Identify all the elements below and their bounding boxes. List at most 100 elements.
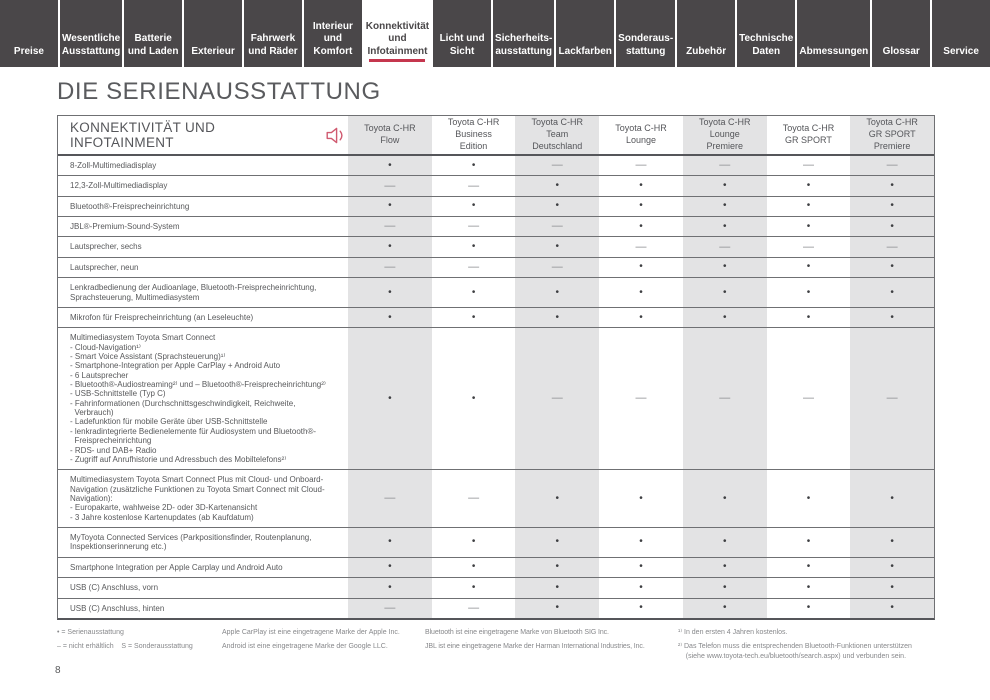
table-body: 8-Zoll-Multimediadisplay • • — — — — —12,3-Zoll… bbox=[58, 156, 935, 618]
table-row: Lautsprecher, sechs • • • — — — — bbox=[58, 236, 935, 257]
available-mark: • bbox=[471, 200, 476, 212]
tab-abmessungen[interactable]: Abmessungen bbox=[797, 0, 871, 67]
column-header-toyota-c-hr-lounge: Toyota C-HR Lounge bbox=[615, 123, 667, 145]
available-mark: • bbox=[555, 241, 560, 253]
available-mark: • bbox=[471, 311, 476, 323]
table-row: JBL®-Premium-Sound-System — — — • • • • bbox=[58, 216, 935, 237]
value-cell: — bbox=[767, 156, 851, 175]
available-mark: • bbox=[555, 602, 560, 614]
available-mark: • bbox=[722, 492, 727, 504]
available-mark: • bbox=[639, 286, 643, 298]
value-cell: • bbox=[348, 196, 432, 217]
not-available-mark: — bbox=[635, 159, 647, 172]
feature-label: Bluetooth®-Freisprecheinrichtung bbox=[70, 201, 190, 211]
value-cell: • bbox=[682, 176, 767, 196]
not-available-mark: — bbox=[384, 179, 396, 192]
available-mark: • bbox=[806, 311, 811, 323]
tab-label: Interieur und Komfort bbox=[312, 20, 353, 57]
value-cell: — bbox=[682, 237, 767, 257]
available-mark: • bbox=[722, 561, 727, 573]
feature-label: Multimediasystem Toyota Smart Connect - … bbox=[70, 333, 326, 464]
speaker-icon bbox=[325, 127, 348, 144]
available-mark: • bbox=[639, 581, 643, 593]
available-mark: • bbox=[639, 180, 643, 192]
available-mark: • bbox=[722, 536, 727, 548]
value-cell: • bbox=[348, 578, 432, 598]
value-cell: • bbox=[348, 237, 432, 257]
section-title: KONNEKTIVITÄT UND INFOTAINMENT bbox=[70, 120, 216, 150]
tab-preise[interactable]: Preise bbox=[0, 0, 58, 67]
tab-batterie-und-laden[interactable]: Batterie und Laden bbox=[124, 0, 183, 67]
value-cell: • bbox=[432, 328, 516, 469]
value-cell: — bbox=[432, 176, 516, 195]
value-cell: • bbox=[599, 470, 683, 527]
value-cell: • bbox=[599, 578, 683, 597]
column-header-toyota-c-hr-business-edition: Toyota C-HR Business Edition bbox=[447, 117, 500, 151]
table-row: Multimediasystem Toyota Smart Connect Pl… bbox=[58, 469, 935, 528]
not-available-mark: — bbox=[551, 159, 563, 172]
value-cell: • bbox=[599, 197, 683, 216]
available-mark: • bbox=[890, 220, 894, 232]
feature-label: 12,3-Zoll-Multimediadisplay bbox=[70, 181, 168, 191]
footnote-line: – = nicht erhältlich S = Sonderausstattu… bbox=[57, 643, 193, 651]
tab-licht-und-sicht[interactable]: Licht und Sicht bbox=[433, 0, 492, 67]
tab-konnektivität-und-infotainment[interactable]: Konnektivität und Infotainment bbox=[363, 0, 432, 67]
available-mark: • bbox=[639, 536, 643, 548]
tab-glossar[interactable]: Glossar bbox=[872, 0, 931, 67]
available-mark: • bbox=[555, 561, 560, 573]
footnote-line: Apple CarPlay ist eine eingetragene Mark… bbox=[222, 629, 400, 636]
equipment-table: KONNEKTIVITÄT UND INFOTAINMENT Toyota C-… bbox=[57, 115, 935, 620]
value-cell: • bbox=[767, 278, 851, 307]
tab-fahrwerk-und-räder[interactable]: Fahrwerk und Räder bbox=[244, 0, 302, 67]
available-mark: • bbox=[639, 261, 643, 273]
available-mark: • bbox=[722, 286, 727, 298]
value-cell: • bbox=[767, 578, 851, 597]
feature-label: Mikrofon für Freisprecheinrichtung (an L… bbox=[70, 312, 254, 322]
value-cell: — bbox=[767, 328, 851, 469]
value-cell: — bbox=[850, 156, 935, 176]
tab-lackfarben[interactable]: Lackfarben bbox=[556, 0, 615, 67]
value-cell: • bbox=[767, 558, 851, 577]
available-mark: • bbox=[639, 602, 643, 614]
tab-technische-daten[interactable]: Technische Daten bbox=[737, 0, 796, 67]
tab-label: Sonderaus- stattung bbox=[618, 33, 674, 57]
tab-sicherheits-ausstattung[interactable]: Sicherheits- ausstattung bbox=[493, 0, 555, 67]
value-cell: • bbox=[348, 528, 432, 557]
value-cell: — bbox=[682, 328, 767, 470]
value-cell: • bbox=[767, 599, 851, 618]
available-mark: • bbox=[471, 561, 476, 573]
available-mark: • bbox=[890, 286, 894, 298]
not-available-mark: — bbox=[551, 392, 563, 405]
value-cell: — bbox=[682, 156, 767, 176]
available-mark: • bbox=[388, 392, 392, 404]
value-cell: • bbox=[682, 257, 767, 278]
value-cell: • bbox=[599, 278, 683, 307]
value-cell: • bbox=[515, 557, 600, 578]
not-available-mark: — bbox=[719, 159, 731, 172]
not-available-mark: — bbox=[886, 392, 898, 405]
available-mark: • bbox=[555, 311, 560, 323]
not-available-mark: — bbox=[384, 492, 396, 505]
column-header-toyota-c-hr-gr-sport-premiere: Toyota C-HR GR SPORT Premiere bbox=[850, 116, 935, 154]
tab-wesentliche-ausstattung[interactable]: Wesentliche Ausstattung bbox=[59, 0, 123, 67]
available-mark: • bbox=[639, 220, 643, 232]
tab-interieur-und-komfort[interactable]: Interieur und Komfort bbox=[303, 0, 362, 67]
available-mark: • bbox=[806, 492, 811, 504]
not-available-mark: — bbox=[468, 220, 480, 233]
not-available-mark: — bbox=[468, 179, 480, 192]
value-cell: — bbox=[515, 217, 600, 237]
available-mark: • bbox=[388, 159, 392, 171]
value-cell: • bbox=[515, 578, 600, 598]
table-row: Lautsprecher, neun — — — • • • • bbox=[58, 256, 935, 278]
tab-service[interactable]: Service bbox=[932, 0, 990, 67]
tab-zubehör[interactable]: Zubehör bbox=[677, 0, 736, 67]
page-number: 8 bbox=[55, 665, 61, 676]
table-row: MyToyota Connected Services (Parkpositio… bbox=[58, 527, 935, 557]
value-cell: • bbox=[682, 528, 767, 557]
tab-exterieur[interactable]: Exterieur bbox=[184, 0, 243, 67]
available-mark: • bbox=[806, 200, 811, 212]
tab-label: Glossar bbox=[882, 45, 920, 57]
value-cell: • bbox=[515, 528, 600, 557]
tab-sonderaus-stattung[interactable]: Sonderaus- stattung bbox=[616, 0, 676, 67]
available-mark: • bbox=[806, 180, 811, 192]
